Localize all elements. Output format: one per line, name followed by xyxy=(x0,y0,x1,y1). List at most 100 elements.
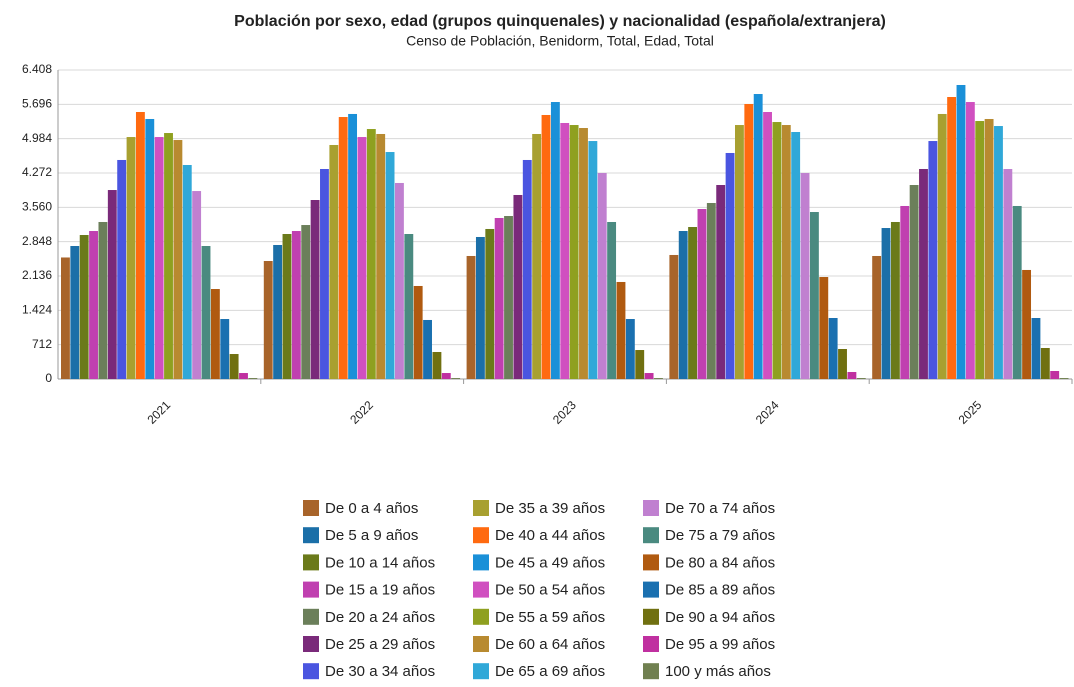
y-tick-label: 2.136 xyxy=(22,268,52,282)
legend-swatch xyxy=(303,581,319,598)
bar xyxy=(376,133,386,379)
legend-swatch xyxy=(473,527,489,544)
bar xyxy=(669,254,679,379)
bar xyxy=(441,373,451,379)
bar xyxy=(588,141,598,379)
legend-label: 100 y más años xyxy=(665,663,771,680)
bar xyxy=(494,217,504,379)
bar xyxy=(984,118,994,380)
bar xyxy=(248,378,258,379)
bar xyxy=(791,132,801,379)
legend-swatch xyxy=(473,636,489,652)
chart-title: Población por sexo, edad (grupos quinque… xyxy=(234,13,886,30)
bar xyxy=(89,231,98,379)
bar xyxy=(956,84,966,380)
bar xyxy=(1040,347,1050,379)
bar xyxy=(239,373,248,379)
bar xyxy=(182,164,192,379)
bar xyxy=(965,102,975,379)
bar xyxy=(616,281,626,379)
bar xyxy=(98,221,108,379)
bar xyxy=(579,128,588,379)
bar xyxy=(928,141,938,379)
bar xyxy=(919,168,928,379)
bar xyxy=(800,173,810,379)
legend-label: De 95 a 99 años xyxy=(665,636,775,653)
legend-label: De 40 a 44 años xyxy=(495,527,605,544)
bar xyxy=(451,378,461,379)
bar xyxy=(70,246,80,379)
bar xyxy=(117,159,127,379)
bar xyxy=(881,228,891,379)
bar xyxy=(329,144,339,379)
x-tick-label: 2022 xyxy=(347,398,376,427)
bar xyxy=(819,277,829,379)
legend-label: De 30 a 34 años xyxy=(325,663,435,680)
legend-swatch xyxy=(643,663,659,680)
legend-swatch xyxy=(473,581,489,598)
bar xyxy=(135,112,145,380)
bar xyxy=(475,236,485,379)
legend-label: De 90 a 94 años xyxy=(665,609,775,626)
bar xyxy=(763,112,772,380)
bar xyxy=(164,133,173,379)
bar xyxy=(263,261,273,379)
legend-swatch xyxy=(303,663,319,680)
bar xyxy=(872,255,882,379)
bar xyxy=(513,194,523,379)
bar xyxy=(809,212,819,379)
bar xyxy=(229,354,239,379)
bar xyxy=(569,125,579,379)
bar xyxy=(348,113,358,379)
bar xyxy=(706,202,716,379)
legend-swatch xyxy=(643,527,659,544)
bar xyxy=(1003,168,1013,379)
legend-swatch xyxy=(473,608,489,625)
x-tick-label: 2024 xyxy=(753,398,782,427)
x-tick-label: 2023 xyxy=(550,398,579,427)
legend-swatch xyxy=(643,608,659,625)
legend-label: De 80 a 84 años xyxy=(665,554,775,571)
y-tick-label: 5.696 xyxy=(22,97,52,111)
bar xyxy=(1022,269,1032,379)
bar xyxy=(466,255,476,379)
bar xyxy=(210,289,220,379)
legend-swatch xyxy=(303,500,319,516)
bar xyxy=(560,122,570,380)
bar xyxy=(145,118,155,380)
bar xyxy=(320,168,329,379)
bar xyxy=(975,121,985,379)
bar xyxy=(744,103,754,379)
chart-subtitle: Censo de Población, Benidorm, Total, Eda… xyxy=(406,33,714,49)
legend-label: De 25 a 29 años xyxy=(325,636,435,653)
bar xyxy=(357,137,367,379)
bar xyxy=(532,133,542,379)
bar xyxy=(154,137,164,379)
bar xyxy=(735,125,744,379)
bar xyxy=(635,350,645,379)
legend-swatch xyxy=(643,554,659,571)
bar xyxy=(395,182,404,379)
bar xyxy=(282,233,292,379)
legend-swatch xyxy=(303,554,319,571)
legend-label: De 60 a 64 años xyxy=(495,636,605,653)
y-tick-label: 4.984 xyxy=(22,131,52,145)
legend-swatch xyxy=(303,608,319,625)
legend-swatch xyxy=(473,663,489,680)
bar xyxy=(753,94,763,380)
bar xyxy=(385,152,395,379)
legend-swatch xyxy=(643,500,659,516)
x-tick-label: 2021 xyxy=(144,398,173,427)
bar xyxy=(994,126,1003,379)
legend-label: De 75 a 79 años xyxy=(665,527,775,544)
bar xyxy=(220,319,230,379)
bar xyxy=(607,221,617,379)
bar xyxy=(404,233,414,379)
bar xyxy=(413,285,423,379)
bar xyxy=(597,173,607,379)
bar xyxy=(688,227,698,379)
bar xyxy=(725,152,735,379)
bar xyxy=(173,140,183,379)
bar xyxy=(61,257,70,379)
bar xyxy=(504,216,513,379)
